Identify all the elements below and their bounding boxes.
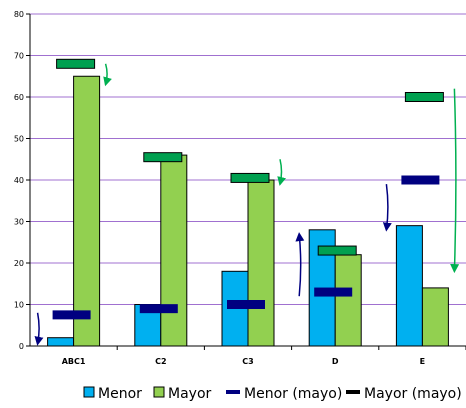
x-tick-label: ABC1 bbox=[62, 357, 86, 366]
y-tick-label: 80 bbox=[14, 10, 24, 19]
marker-mayor-mayo bbox=[230, 172, 270, 183]
marker-mayor-mayo bbox=[404, 92, 444, 102]
trend-arrow bbox=[34, 312, 44, 346]
bar-mayor bbox=[421, 287, 449, 347]
marker-menor-mayo bbox=[227, 300, 265, 309]
legend-label: Mayor bbox=[168, 386, 212, 402]
x-tick-label: D bbox=[332, 357, 339, 366]
y-tick-label: 0 bbox=[19, 342, 24, 351]
trend-arrow bbox=[277, 159, 287, 186]
trend-arrow bbox=[450, 88, 460, 274]
bar-mayor bbox=[160, 154, 188, 347]
marker-menor-mayo bbox=[52, 310, 91, 320]
legend-swatch bbox=[83, 386, 95, 398]
trend-arrow bbox=[295, 232, 305, 297]
y-tick-label: 60 bbox=[14, 93, 24, 102]
marker-mayor-mayo bbox=[56, 58, 96, 69]
y-tick-label: 10 bbox=[14, 301, 24, 310]
bar-menor bbox=[395, 225, 423, 347]
trend-arrow bbox=[382, 184, 392, 232]
legend-label: Mayor (mayo) bbox=[364, 386, 462, 402]
y-tick-label: 40 bbox=[14, 176, 24, 185]
legend-swatch bbox=[153, 386, 165, 398]
bar-mayor bbox=[73, 75, 101, 347]
marker-menor-mayo bbox=[401, 175, 440, 185]
bar-mayor bbox=[247, 179, 275, 347]
marker-mayor-mayo bbox=[143, 152, 183, 163]
legend-label: Menor (mayo) bbox=[244, 386, 342, 402]
marker-mayor-mayo bbox=[317, 245, 357, 256]
marker-menor-mayo bbox=[314, 287, 353, 297]
y-tick-label: 20 bbox=[14, 259, 24, 268]
marker-menor-mayo bbox=[139, 304, 178, 314]
legend-swatch bbox=[226, 390, 240, 394]
y-tick-label: 70 bbox=[14, 52, 24, 61]
legend-swatch bbox=[346, 390, 360, 394]
x-tick-label: C2 bbox=[155, 357, 166, 366]
x-tick-label: C3 bbox=[242, 357, 253, 366]
bar-menor bbox=[47, 337, 75, 347]
bar-mayor bbox=[334, 254, 362, 347]
legend-label: Menor bbox=[98, 386, 142, 402]
trend-arrow bbox=[103, 63, 112, 87]
x-tick-label: E bbox=[420, 357, 425, 366]
y-tick-label: 50 bbox=[14, 135, 24, 144]
y-tick-label: 30 bbox=[14, 218, 24, 227]
